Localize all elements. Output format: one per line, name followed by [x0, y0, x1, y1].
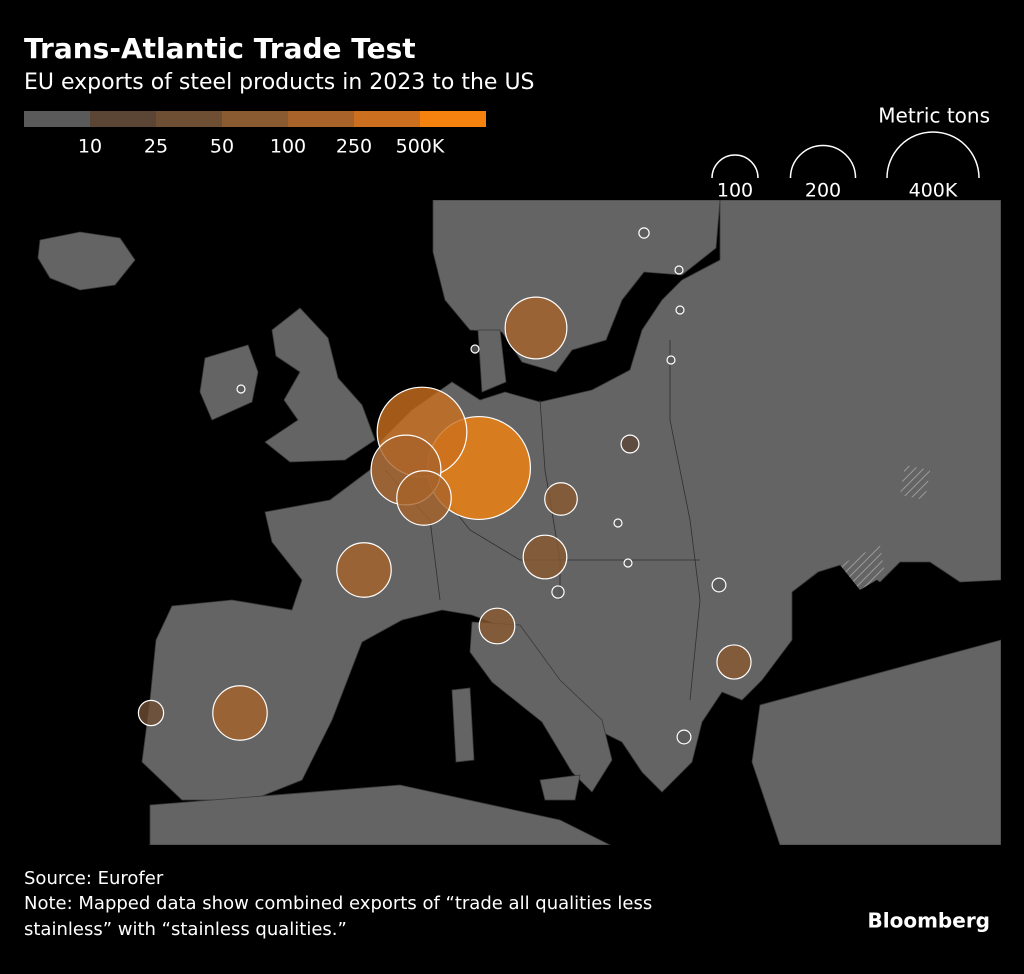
color-swatch: [156, 111, 222, 127]
size-legend-arc: [711, 154, 759, 179]
disputed-area: [840, 545, 885, 590]
bubble: [675, 305, 685, 315]
land: [149, 784, 611, 845]
bubble: [336, 542, 392, 598]
note: Note: Mapped data show combined exports …: [24, 893, 652, 914]
title: Trans-Atlantic Trade Test: [24, 32, 416, 65]
map: [37, 200, 1001, 845]
border: [669, 340, 701, 701]
bubble: [396, 470, 452, 526]
color-tick-label: 500K: [396, 136, 445, 158]
size-legend-label: 400K: [909, 180, 958, 202]
bubble: [551, 585, 565, 599]
bubble: [478, 607, 516, 645]
bubble: [522, 534, 568, 580]
bubble: [676, 729, 692, 745]
brand: Bloomberg: [868, 909, 990, 933]
bubble: [544, 482, 578, 516]
bubble: [666, 355, 676, 365]
color-swatch: [90, 111, 156, 127]
land: [539, 774, 581, 801]
color-tick-label: 25: [144, 136, 168, 158]
bubble: [711, 577, 727, 593]
size-legend-label: 200: [805, 180, 841, 202]
bubble: [236, 384, 246, 394]
color-swatch: [288, 111, 354, 127]
land: [469, 621, 613, 793]
land: [199, 344, 259, 421]
land: [37, 231, 136, 291]
subtitle: EU exports of steel products in 2023 to …: [24, 70, 535, 95]
source: Source: Eurofer: [24, 868, 164, 889]
bubble: [623, 558, 633, 568]
bubble: [212, 685, 268, 741]
size-legend-label: 100: [717, 180, 753, 202]
bubble: [137, 699, 165, 727]
bubble: [716, 644, 752, 680]
note: stainless” with “stainless qualities.”: [24, 919, 347, 940]
land: [477, 329, 507, 393]
bubble: [504, 296, 568, 360]
color-tick-label: 50: [210, 136, 234, 158]
size-legend-arc: [886, 131, 980, 179]
bubble: [638, 227, 650, 239]
disputed-area: [900, 465, 930, 500]
bubble: [620, 434, 640, 454]
color-swatch: [24, 111, 90, 127]
bubble: [470, 344, 480, 354]
size-legend-title: Metric tons: [878, 104, 990, 128]
color-swatch: [222, 111, 288, 127]
land: [264, 307, 376, 463]
color-swatch: [354, 111, 420, 127]
land: [751, 639, 1001, 845]
size-legend-arc: [789, 144, 857, 179]
color-tick-label: 10: [78, 136, 102, 158]
bubbles: [137, 227, 752, 745]
color-tick-label: 100: [270, 136, 306, 158]
color-swatch: [420, 111, 486, 127]
border: [539, 399, 561, 600]
bubble: [674, 265, 684, 275]
bubble: [613, 518, 623, 528]
land: [451, 687, 475, 763]
color-tick-label: 250: [336, 136, 372, 158]
